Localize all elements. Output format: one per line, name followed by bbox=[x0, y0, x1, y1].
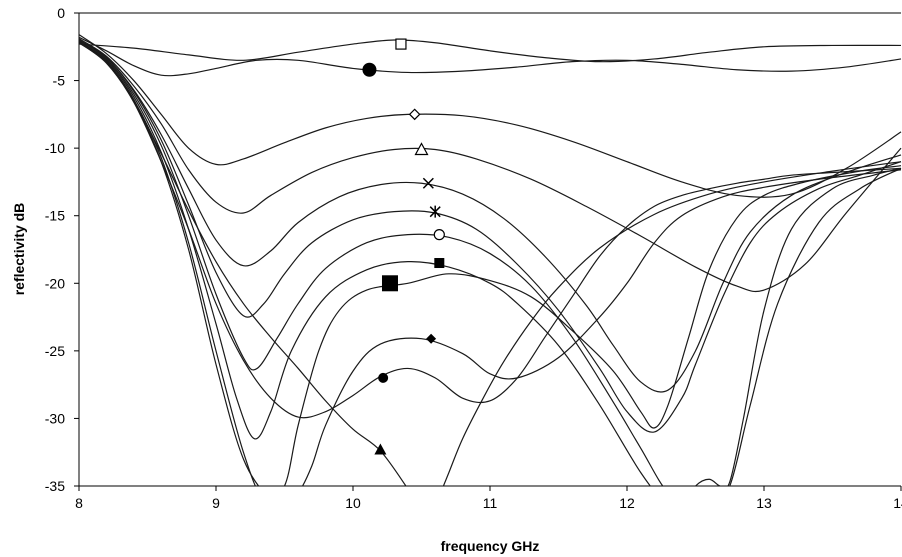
series-line-13 bbox=[442, 161, 902, 486]
curves-group bbox=[79, 34, 902, 486]
x-tick-label: 8 bbox=[75, 495, 83, 511]
marker-open-circle bbox=[433, 229, 445, 241]
marker-filled-circle bbox=[378, 372, 389, 383]
marker-filled-circle-large bbox=[362, 62, 377, 77]
marker-filled-square bbox=[434, 258, 445, 269]
series-line-2 bbox=[79, 36, 902, 77]
x-tick-label: 10 bbox=[345, 495, 361, 511]
x-tick-label: 13 bbox=[756, 495, 772, 511]
y-tick-label: -30 bbox=[45, 410, 65, 426]
series-line-3 bbox=[79, 34, 902, 198]
x-tick-label: 11 bbox=[483, 495, 498, 511]
series-line-12 bbox=[79, 42, 407, 486]
marker-filled-triangle bbox=[374, 443, 387, 455]
series-line-8 bbox=[79, 40, 902, 486]
series-line-7 bbox=[79, 39, 902, 486]
marker-open-square bbox=[395, 38, 407, 50]
x-tick-label: 12 bbox=[619, 495, 635, 511]
series-line-11 bbox=[79, 42, 902, 419]
series-line-1 bbox=[79, 39, 902, 63]
y-tick-label: -25 bbox=[45, 343, 65, 359]
x-axis-title: frequency GHz bbox=[441, 538, 540, 554]
marker-open-triangle bbox=[414, 142, 429, 156]
marker-open-diamond bbox=[408, 108, 421, 121]
series-line-10 bbox=[79, 40, 902, 486]
y-tick-label: -35 bbox=[45, 478, 65, 494]
y-tick-label: 0 bbox=[57, 5, 65, 21]
x-tick-label: 14 bbox=[893, 495, 902, 511]
y-axis-title: reflectivity dB bbox=[11, 203, 27, 296]
series-line-9 bbox=[79, 40, 902, 486]
y-tick-label: -5 bbox=[53, 73, 66, 89]
y-tick-label: -20 bbox=[45, 275, 65, 291]
y-tick-label: -15 bbox=[45, 208, 65, 224]
y-tick-label: -10 bbox=[45, 140, 65, 156]
marker-asterisk bbox=[429, 205, 441, 218]
x-tick-label: 9 bbox=[212, 495, 220, 511]
series-line-5 bbox=[79, 39, 902, 393]
marker-filled-diamond bbox=[426, 333, 437, 344]
marker-x-cross bbox=[422, 177, 434, 189]
marker-filled-square-large bbox=[381, 275, 398, 292]
plot-area: 8 9 10 11 12 13 14 0 -5 -10 -15 -20 -25 -30 -35 bbox=[45, 5, 902, 511]
series-line-6 bbox=[79, 39, 902, 433]
